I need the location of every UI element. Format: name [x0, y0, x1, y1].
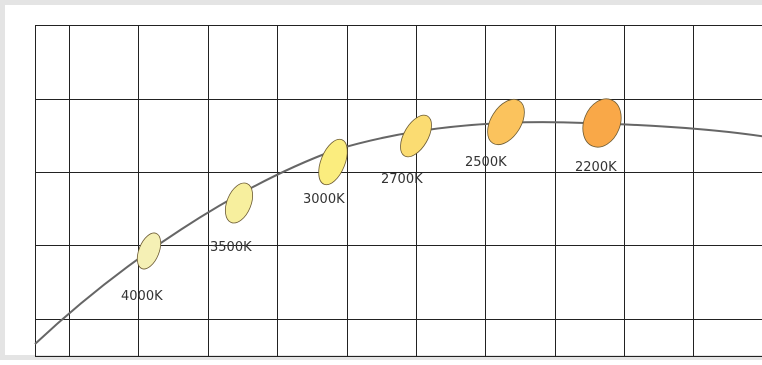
- ellipse-4000k: [133, 230, 166, 273]
- label-2500k: 2500K: [465, 155, 507, 170]
- label-3500k: 3500K: [210, 240, 252, 255]
- ellipse-2700k: [394, 110, 438, 162]
- label-2200k: 2200K: [575, 160, 617, 175]
- locus-curve: [35, 122, 762, 344]
- label-2700k: 2700K: [381, 172, 423, 187]
- temperature-labels: 4000K 3500K 3000K 2700K 2500K 2200K: [121, 155, 617, 304]
- ellipse-2200k: [576, 93, 628, 153]
- label-4000k: 4000K: [121, 289, 163, 304]
- planckian-locus-diagram: 4000K 3500K 3000K 2700K 2500K 2200K: [5, 5, 762, 365]
- label-3000k: 3000K: [303, 192, 345, 207]
- grid: [35, 25, 762, 357]
- grid-border: [36, 26, 762, 357]
